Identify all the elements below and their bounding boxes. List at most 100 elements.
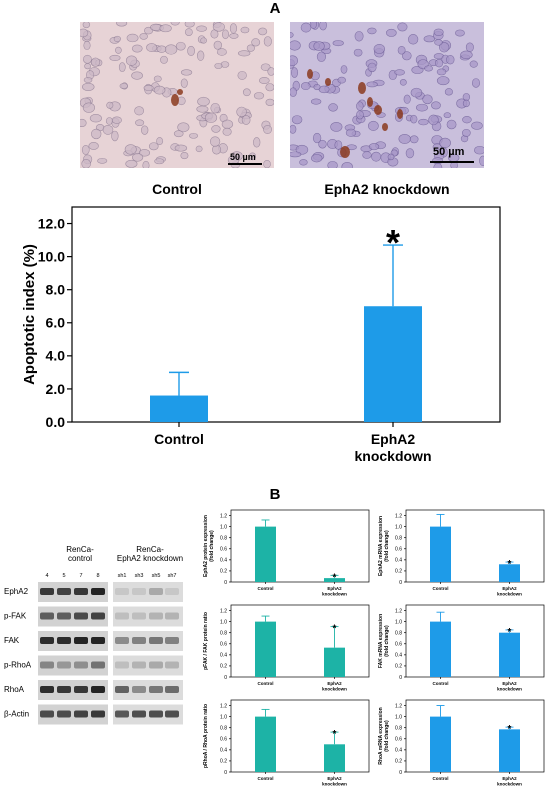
cell-nucleus [354, 31, 364, 42]
cell-nucleus [362, 151, 372, 159]
cell-nucleus [397, 46, 406, 55]
cell-nucleus [111, 130, 119, 142]
plot-frame [405, 604, 545, 678]
cell-nucleus [327, 161, 338, 168]
cell-nucleus [332, 40, 344, 47]
cell-nucleus [265, 98, 274, 106]
cell-nucleus [189, 132, 198, 139]
blot-lane-label: sh5 [152, 573, 161, 579]
significance-star: * [508, 724, 512, 735]
cell-nucleus [118, 62, 126, 73]
blot-band [57, 612, 71, 620]
blot-band [57, 661, 71, 669]
x-category-label: EphA2 knockdown [497, 586, 522, 596]
blot-strip-knockdown [113, 606, 183, 627]
cell-nucleus [211, 125, 221, 133]
blot-lane-label: sh1 [118, 573, 127, 579]
blot-band [149, 637, 163, 644]
cell-nucleus [195, 145, 203, 153]
blot-band [132, 661, 146, 669]
cell-nucleus [253, 137, 261, 148]
y-tick-label: 0.4 [220, 653, 227, 659]
y-tick-label: 1.0 [395, 619, 402, 625]
cell-nucleus [125, 55, 138, 66]
cell-nucleus [214, 62, 223, 69]
micrograph-knockdown-cells [290, 22, 484, 168]
cell-nucleus [102, 124, 114, 135]
cell-nucleus [410, 114, 418, 124]
y-tick-label: 0.2 [395, 569, 402, 575]
blot-band [40, 710, 54, 718]
cell-nucleus [394, 69, 405, 76]
y-tick-label: 2.0 [46, 381, 66, 397]
bar-control [255, 526, 276, 582]
y-tick-label: 0.8 [220, 725, 227, 731]
micrograph-knockdown: 50 µm [290, 22, 484, 168]
y-tick-label: 0 [399, 770, 402, 776]
bar-knockdown [324, 647, 345, 677]
cell-nucleus [248, 152, 257, 161]
bar-control [255, 716, 276, 772]
cell-nucleus [106, 101, 114, 109]
blot-strip-knockdown [113, 704, 183, 725]
blot-band [132, 588, 146, 595]
blot-band [115, 637, 129, 644]
y-axis-label: pFAK / FAK protein ratio [203, 612, 209, 670]
cell-nucleus [80, 118, 87, 128]
cell-nucleus [368, 143, 380, 151]
blot-band [165, 661, 179, 669]
bar-knockdown [499, 564, 520, 582]
blot-band [40, 637, 54, 644]
cell-nucleus [299, 159, 308, 166]
cell-nucleus [433, 28, 444, 36]
cell-nucleus [156, 137, 164, 146]
cell-nucleus [237, 70, 247, 80]
x-category-label: EphA2 knockdown [322, 586, 347, 596]
stained-cell [307, 69, 313, 79]
cell-nucleus [291, 67, 299, 78]
y-tick-label: 1.0 [395, 714, 402, 720]
cell-nucleus [367, 27, 377, 35]
cell-nucleus [435, 58, 444, 68]
bar-control [430, 716, 451, 772]
cell-nucleus [160, 55, 168, 64]
cell-nucleus [340, 65, 348, 74]
cell-nucleus [367, 62, 377, 73]
cell-nucleus [242, 88, 251, 97]
stained-cell [171, 94, 179, 106]
cell-nucleus [409, 135, 419, 144]
cell-nucleus [126, 33, 139, 43]
y-tick-label: 0.2 [395, 759, 402, 765]
y-tick-label: 6.0 [46, 315, 66, 331]
y-tick-label: 0 [399, 675, 402, 681]
cell-nucleus [134, 106, 144, 116]
cell-nucleus [159, 24, 172, 33]
y-tick-label: 0.4 [395, 558, 402, 564]
cell-nucleus [439, 137, 451, 149]
cell-nucleus [310, 98, 322, 105]
y-tick-label: 10.0 [38, 249, 65, 265]
cell-nucleus [240, 26, 250, 34]
cell-nucleus [418, 118, 429, 126]
y-tick-label: 1.2 [220, 513, 227, 519]
cell-nucleus [142, 160, 150, 168]
cell-nucleus [318, 139, 327, 149]
cell-nucleus [146, 43, 158, 52]
x-category-label: Control [433, 586, 449, 591]
cell-nucleus [424, 65, 433, 72]
y-axis-label: Apoptotic index (%) [21, 244, 38, 385]
cell-nucleus [196, 25, 207, 32]
blot-band [165, 612, 179, 620]
cell-nucleus [148, 142, 159, 151]
significance-star: * [508, 559, 512, 570]
blot-band [165, 686, 179, 693]
cell-nucleus [180, 151, 189, 160]
cell-nucleus [131, 44, 143, 53]
cell-nucleus [197, 96, 210, 107]
blot-lane-label: 7 [79, 573, 82, 579]
y-tick-label: 8.0 [46, 282, 66, 298]
plot-frame [230, 699, 370, 773]
cell-nucleus [82, 54, 92, 64]
significance-star: * [508, 627, 512, 638]
cell-nucleus [125, 159, 138, 168]
